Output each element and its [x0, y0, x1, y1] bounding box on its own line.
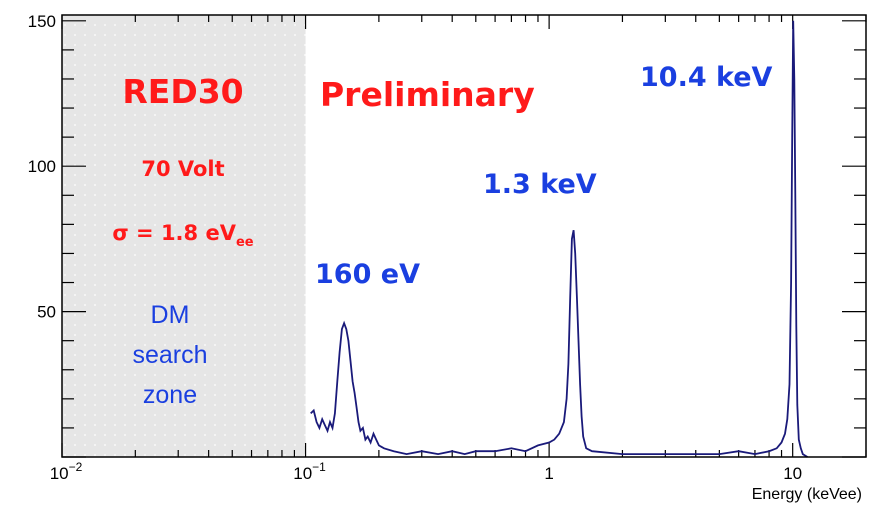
tick-labels: 10−2 10−1 1 10 50 100 150: [28, 12, 803, 483]
annotation-1-3kev: 1.3 keV: [483, 169, 597, 200]
x-tick-label: 10: [783, 464, 802, 483]
annotation-dm-line2: search: [132, 341, 207, 369]
annotation-dm-line3: zone: [143, 381, 197, 409]
y-tick-label: 100: [28, 157, 56, 176]
x-tick-label: 10−2: [50, 460, 83, 483]
annotation-dm-line1: DM: [151, 301, 190, 329]
y-tick-label: 50: [37, 303, 56, 322]
y-tick-label: 150: [28, 12, 56, 31]
annotation-red30: RED30: [122, 72, 243, 111]
annotation-resolution: σ = 1.8 eVee: [112, 221, 253, 250]
plot-frame: [61, 14, 867, 458]
annotation-voltage: 70 Volt: [141, 157, 224, 181]
x-axis-label: Energy (keVee): [752, 486, 862, 503]
x-tick-label: 1: [544, 464, 553, 483]
x-tick-label: 10−1: [293, 460, 326, 483]
annotation-10-4kev: 10.4 keV: [640, 62, 773, 93]
annotation-preliminary: Preliminary: [320, 75, 535, 114]
annotation-resolution-sub: ee: [236, 235, 254, 250]
spectrum-series-line: [310, 20, 808, 458]
annotation-160ev: 160 eV: [315, 259, 420, 290]
dm-search-zone-shading: [62, 15, 306, 457]
annotation-resolution-main: σ = 1.8 eV: [112, 221, 236, 245]
